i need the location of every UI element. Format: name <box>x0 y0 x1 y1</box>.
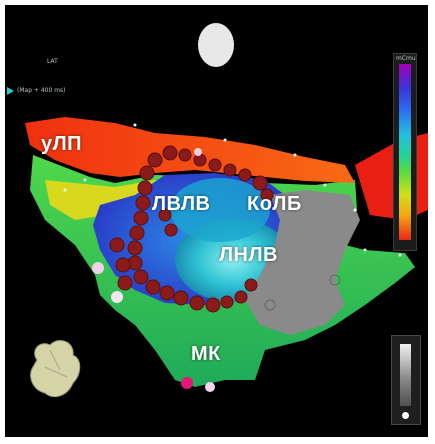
label-lvrv: ЛВЛВ <box>152 193 211 215</box>
voltage-scale <box>391 335 421 425</box>
right-pulmonary-vein <box>355 133 428 220</box>
atrial-surface-cyan-upper <box>170 178 270 242</box>
activation-map-svg <box>7 23 428 398</box>
tag-markers <box>92 148 215 392</box>
label-ulp: уЛП <box>41 133 83 155</box>
label-mk: МК <box>191 343 221 365</box>
scar-marker <box>329 274 341 286</box>
color-scale-bar <box>399 64 411 240</box>
sampling-points <box>63 123 402 257</box>
label-lnlv: ЛНЛВ <box>219 244 278 266</box>
map-panel[interactable]: LAT (Map + 400 ms) уЛП ЛВЛВ КоЛБ ЛНЛВ МК… <box>5 5 428 437</box>
ablation-line <box>109 145 274 313</box>
color-scale: mCmu <box>393 53 417 251</box>
info-line: (Map + 400 ms) <box>17 87 66 94</box>
heart-orientation-icon[interactable] <box>30 340 81 398</box>
reference-patch-icon <box>198 23 234 67</box>
voltage-scale-marker <box>402 412 409 419</box>
atrial-surface-red <box>25 117 355 183</box>
triangle-cursor-icon[interactable] <box>7 87 14 95</box>
scar-area <box>245 190 360 335</box>
color-scale-title: mCmu <box>396 55 416 62</box>
scar-marker <box>264 299 276 311</box>
voltage-scale-bar <box>400 344 411 406</box>
label-kolb: КоЛБ <box>247 193 302 215</box>
info-title: LAT <box>47 58 58 65</box>
